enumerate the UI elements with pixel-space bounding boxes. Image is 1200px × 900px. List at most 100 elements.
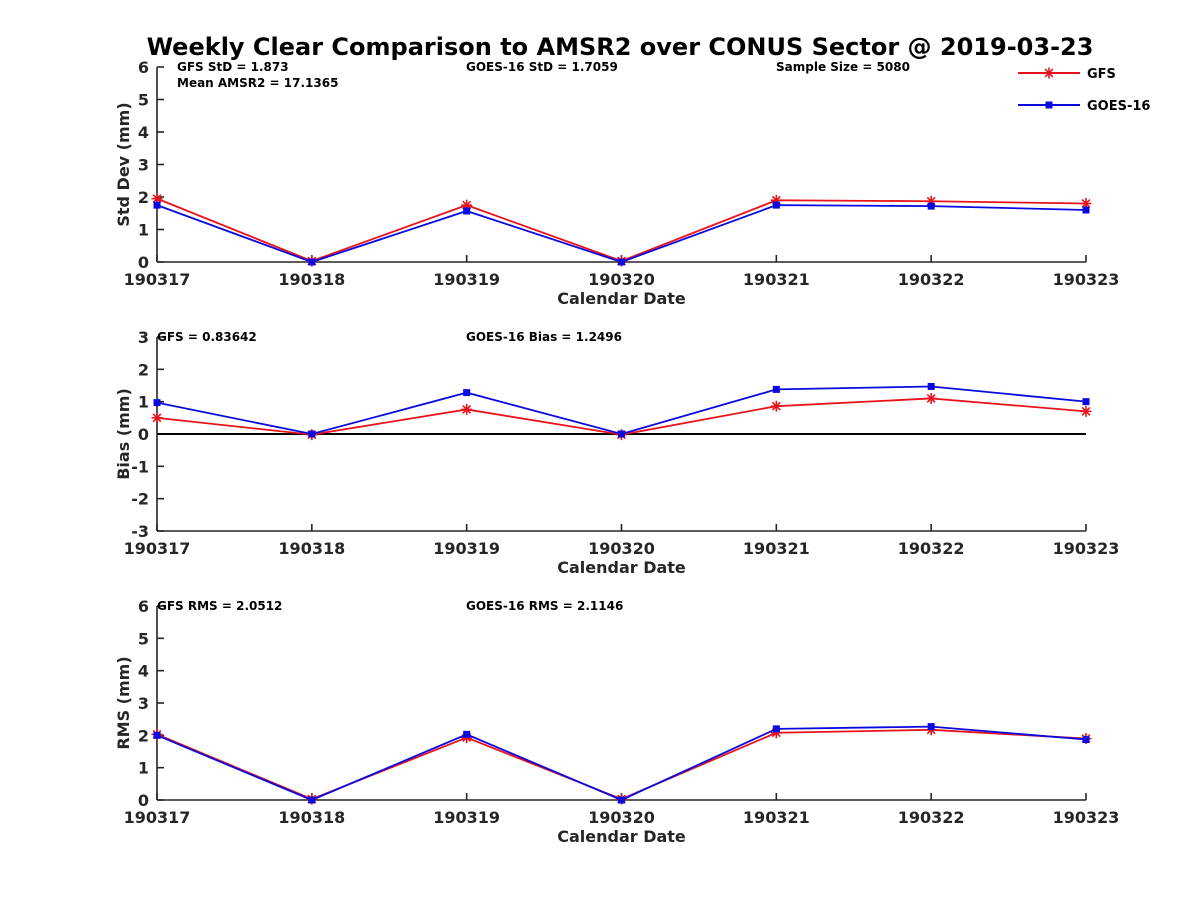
data-point <box>1080 198 1092 209</box>
legend-label-goes16: GOES-16 <box>1087 99 1150 114</box>
data-point <box>151 412 163 424</box>
x-axis-label: Calendar Date <box>557 558 686 577</box>
x-tick-label: 190321 <box>743 539 810 558</box>
series-goes16 <box>153 382 1090 438</box>
y-tick-label: 2 <box>138 188 149 207</box>
data-point <box>463 389 471 397</box>
y-tick-label: 4 <box>138 662 149 681</box>
subplots: 0 1 2 3 4 5 6 190317 190318 190319 190320 190321 190… <box>114 58 1119 846</box>
series-line <box>156 725 1087 801</box>
data-point <box>308 796 316 804</box>
y-tick-label: -2 <box>131 490 149 509</box>
y-tick-label: 0 <box>138 791 149 810</box>
stat-annotation: GFS StD = 1.873 <box>177 60 289 74</box>
y-tick-label: 1 <box>138 759 149 778</box>
data-point <box>772 725 780 733</box>
legend-marker-square <box>1045 101 1053 109</box>
data-point <box>461 403 473 415</box>
subplot-1: 0 1 2 3 4 5 6 190317 190318 190319 190320 190321 190… <box>114 58 1119 308</box>
x-axis-label: Calendar Date <box>557 827 686 846</box>
data-point <box>927 382 935 390</box>
data-point <box>1080 405 1092 417</box>
stat-annotation: GOES-16 RMS = 2.1146 <box>466 599 623 613</box>
legend: GFS GOES-16 <box>1018 67 1150 114</box>
y-tick-label: -1 <box>131 457 149 476</box>
x-tick-label: 190320 <box>588 270 655 289</box>
data-point <box>925 392 937 404</box>
y-tick-label: 6 <box>138 58 149 77</box>
series-goes16 <box>153 201 1090 266</box>
x-tick-label: 190323 <box>1053 539 1120 558</box>
x-tick-label: 190319 <box>433 270 500 289</box>
x-tick-label: 190322 <box>898 808 965 827</box>
data-point <box>153 201 161 209</box>
y-tick-label: 3 <box>138 694 149 713</box>
data-point <box>308 258 316 266</box>
data-point <box>153 731 161 739</box>
data-point <box>153 399 161 407</box>
stat-annotation: GOES-16 Bias = 1.2496 <box>466 330 622 344</box>
series-goes16 <box>153 723 1090 804</box>
x-tick-label: 190322 <box>898 539 965 558</box>
y-tick-label: 2 <box>138 360 149 379</box>
data-point <box>1082 736 1090 744</box>
stat-annotation: GFS RMS = 2.0512 <box>157 599 282 613</box>
y-tick-label: 3 <box>138 156 149 175</box>
stat-annotation: GOES-16 StD = 1.7059 <box>466 60 618 74</box>
data-point <box>772 385 780 393</box>
x-tick-label: 190317 <box>124 539 191 558</box>
x-tick-label: 190320 <box>588 808 655 827</box>
data-point <box>1082 206 1090 214</box>
y-axis-label: RMS (mm) <box>114 656 133 749</box>
x-tick-label: 190320 <box>588 539 655 558</box>
stat-annotation: Sample Size = 5080 <box>776 60 910 74</box>
data-point <box>618 796 625 804</box>
stat-annotation: GFS = 0.83642 <box>157 330 257 344</box>
series-line <box>156 197 1087 262</box>
x-tick-label: 190319 <box>433 539 500 558</box>
x-tick-label: 190319 <box>433 808 500 827</box>
data-point <box>927 202 935 210</box>
subplot-3: 0 1 2 3 4 5 6 190317 190318 190319 190320 190321 190… <box>114 597 1119 846</box>
x-tick-label: 190318 <box>278 270 345 289</box>
data-point <box>463 207 471 215</box>
y-axis-label: Bias (mm) <box>114 388 133 480</box>
data-point <box>1082 398 1090 406</box>
x-tick-label: 190317 <box>124 808 191 827</box>
x-axis-label: Calendar Date <box>557 289 686 308</box>
y-tick-label: 1 <box>138 393 149 412</box>
y-tick-label: 1 <box>138 221 149 240</box>
x-tick-label: 190317 <box>124 270 191 289</box>
x-tick-label: 190322 <box>898 270 965 289</box>
legend-marker-asterisk <box>1043 67 1055 79</box>
y-tick-label: 5 <box>138 91 149 110</box>
y-tick-label: 6 <box>138 597 149 616</box>
subplot-2: -3 -2 -1 0 1 2 3 190317 190318 190319 190320 190321… <box>114 328 1119 577</box>
legend-marker-goes16 <box>1045 101 1053 109</box>
y-tick-label: 0 <box>138 253 149 272</box>
series-line <box>156 204 1087 263</box>
y-tick-label: 0 <box>138 425 149 444</box>
legend-marker-gfs <box>1043 67 1055 79</box>
x-tick-label: 190321 <box>743 808 810 827</box>
data-point <box>772 201 780 209</box>
y-tick-label: -3 <box>131 522 149 541</box>
data-point <box>463 730 471 738</box>
data-point <box>618 430 625 438</box>
series-line <box>156 385 1087 435</box>
data-point <box>770 400 782 412</box>
x-tick-label: 190318 <box>278 539 345 558</box>
y-tick-label: 4 <box>138 123 149 142</box>
figure-title: Weekly Clear Comparison to AMSR2 over CO… <box>147 33 1094 61</box>
x-tick-label: 190318 <box>278 808 345 827</box>
y-tick-label: 2 <box>138 726 149 745</box>
y-tick-label: 5 <box>138 629 149 648</box>
data-point <box>927 723 935 731</box>
data-point <box>618 258 625 266</box>
y-tick-label: 3 <box>138 328 149 347</box>
data-point <box>308 430 316 438</box>
x-tick-label: 190321 <box>743 270 810 289</box>
y-axis-label: Std Dev (mm) <box>114 102 133 226</box>
series-line <box>156 728 1087 801</box>
